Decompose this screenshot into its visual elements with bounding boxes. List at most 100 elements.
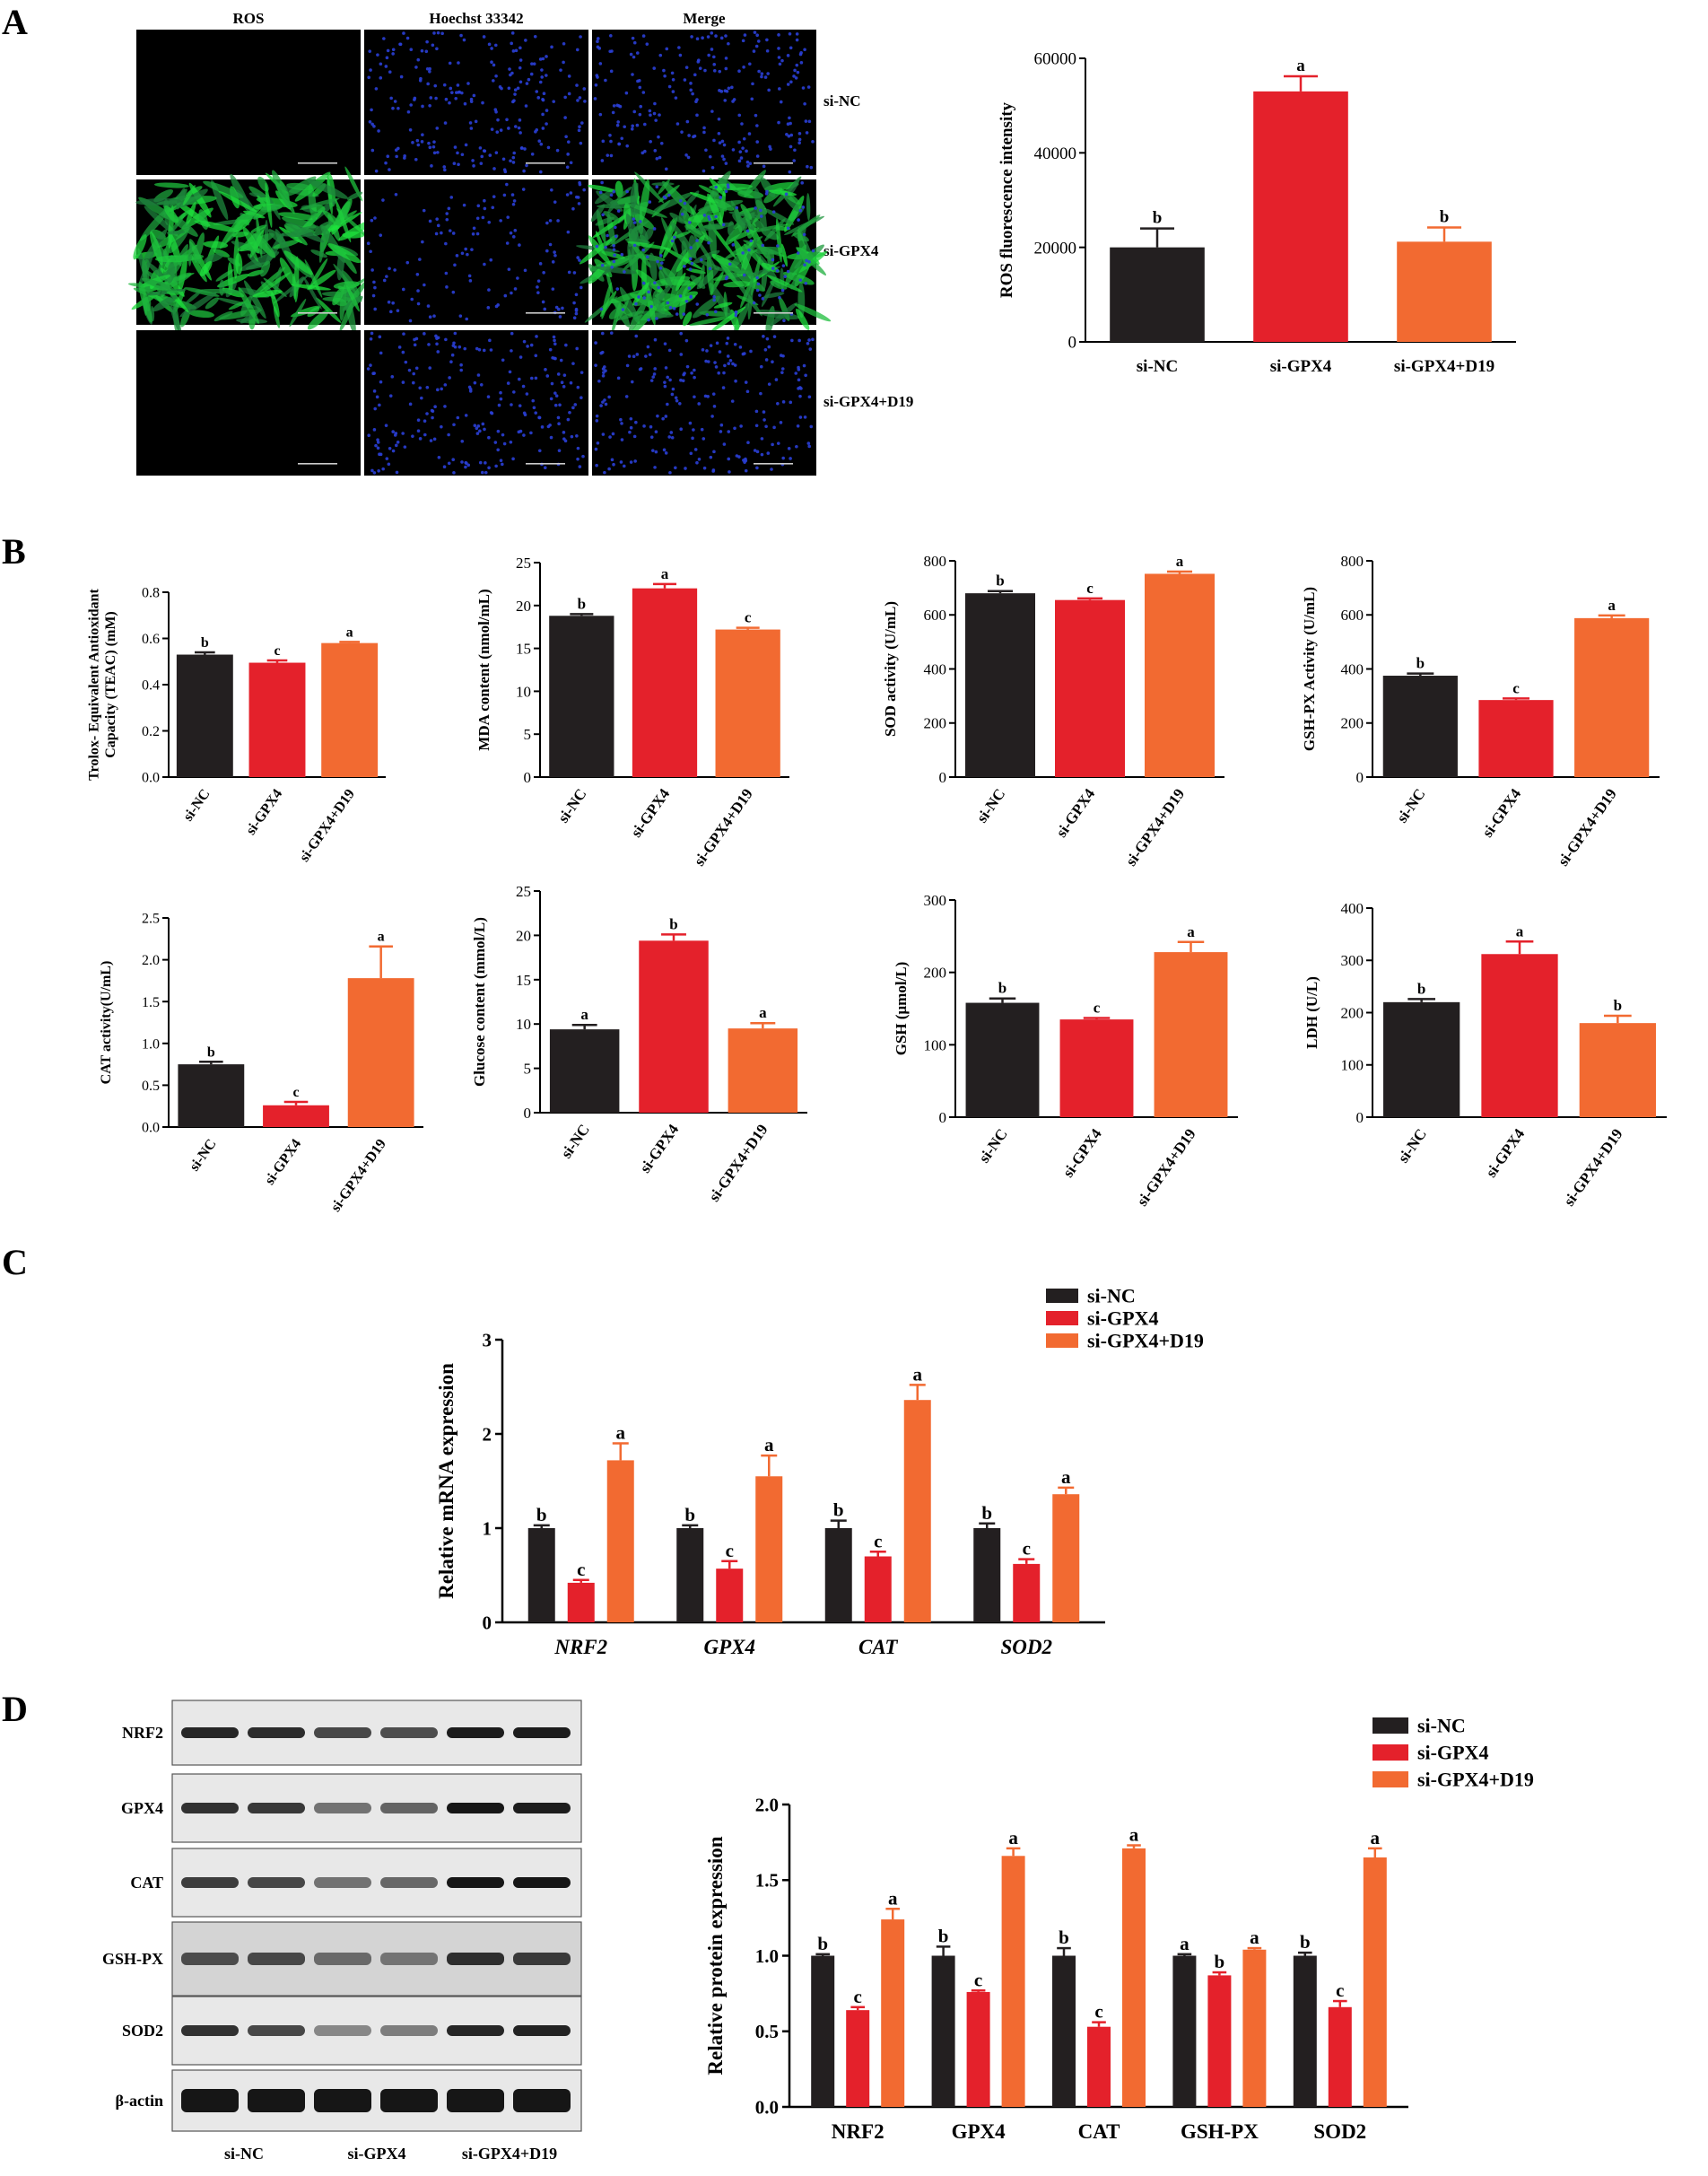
nucleus xyxy=(549,397,553,401)
nucleus xyxy=(376,53,379,57)
nucleus xyxy=(444,271,449,275)
ros-cell xyxy=(688,235,697,258)
nucleus xyxy=(428,315,432,319)
nucleus xyxy=(642,296,646,300)
nucleus xyxy=(797,141,801,145)
nucleus xyxy=(761,297,765,301)
ros-cell xyxy=(176,188,186,210)
nucleus xyxy=(468,121,473,125)
nucleus xyxy=(685,364,690,369)
ros-cell xyxy=(133,234,147,260)
nucleus xyxy=(609,34,613,38)
ros-cell xyxy=(611,301,622,334)
nucleus xyxy=(574,195,579,199)
nucleus xyxy=(742,273,746,277)
nucleus xyxy=(714,310,718,314)
nucleus xyxy=(581,454,585,459)
nucleus xyxy=(405,260,410,265)
y-tick-label: 200 xyxy=(924,965,947,982)
nucleus xyxy=(787,134,791,138)
legend-swatch xyxy=(1372,1717,1408,1734)
nucleus xyxy=(396,106,400,110)
nucleus xyxy=(537,449,542,453)
y-tick-label: 0 xyxy=(1356,769,1364,786)
nucleus xyxy=(776,402,780,406)
nucleus xyxy=(460,439,465,443)
bar xyxy=(881,1919,905,2107)
ros-cell xyxy=(346,191,363,201)
nucleus xyxy=(629,52,633,57)
blot-group-label: si-NC xyxy=(224,2145,264,2163)
nucleus xyxy=(632,354,636,358)
nucleus xyxy=(372,280,376,284)
nucleus xyxy=(428,69,431,74)
nucleus xyxy=(440,31,444,36)
nucleus xyxy=(396,309,400,312)
nucleus xyxy=(807,119,812,124)
nucleus xyxy=(411,434,414,438)
ros-cell xyxy=(153,182,189,188)
nucleus xyxy=(677,46,681,49)
nucleus xyxy=(577,202,581,205)
nucleus xyxy=(653,149,658,153)
nucleus xyxy=(714,34,718,38)
nucleus xyxy=(674,396,678,400)
nucleus xyxy=(649,304,653,309)
nucleus xyxy=(487,42,492,47)
nucleus xyxy=(619,417,623,422)
nucleus xyxy=(653,367,658,371)
blot-row: SOD2 xyxy=(122,1996,582,2066)
nucleus xyxy=(689,88,693,92)
nucleus xyxy=(440,387,443,391)
nucleus xyxy=(579,35,582,39)
nucleus xyxy=(403,445,407,449)
nucleus xyxy=(518,243,521,247)
significance-letter: a xyxy=(1516,922,1524,939)
significance-letter: c xyxy=(1023,1538,1031,1560)
nucleus xyxy=(541,98,545,102)
nucleus xyxy=(637,79,641,83)
nucleus xyxy=(511,161,516,164)
nucleus xyxy=(370,218,374,223)
blot-band xyxy=(447,2089,504,2112)
nucleus xyxy=(476,424,481,428)
y-tick-label: 0 xyxy=(939,1109,947,1126)
nucleus xyxy=(571,362,575,365)
nucleus xyxy=(418,386,423,390)
nucleus xyxy=(555,148,560,153)
nucleus xyxy=(545,249,549,253)
ros-cell xyxy=(181,207,214,230)
x-tick-label: si-NC xyxy=(975,1125,1010,1166)
microscopy-column-label: ROS xyxy=(233,10,265,27)
nucleus xyxy=(595,244,599,249)
nucleus xyxy=(705,312,710,317)
nucleus xyxy=(780,367,785,371)
nucleus xyxy=(494,109,498,114)
nucleus xyxy=(635,51,640,55)
nucleus xyxy=(507,127,510,130)
nucleus xyxy=(647,290,650,294)
significance-letter: b xyxy=(1416,655,1425,672)
nucleus xyxy=(649,435,654,439)
nucleus xyxy=(612,189,616,194)
nucleus xyxy=(685,119,690,124)
nucleus xyxy=(744,380,748,384)
nucleus xyxy=(526,345,529,348)
nucleus xyxy=(612,259,616,264)
nucleus xyxy=(578,465,582,468)
nucleus xyxy=(795,444,798,449)
ros-cell xyxy=(333,281,361,290)
nucleus xyxy=(569,191,573,195)
nucleus xyxy=(492,195,496,198)
nucleus xyxy=(779,100,783,104)
blot-row-label: SOD2 xyxy=(122,2022,163,2040)
bar xyxy=(846,2010,870,2107)
nucleus xyxy=(557,449,562,452)
x-tick-label: si-NC xyxy=(973,785,1008,826)
nucleus xyxy=(658,113,661,117)
nucleus xyxy=(601,213,605,217)
y-axis-label: ROS fluorescence intensity xyxy=(998,101,1016,298)
nucleus xyxy=(384,65,388,68)
